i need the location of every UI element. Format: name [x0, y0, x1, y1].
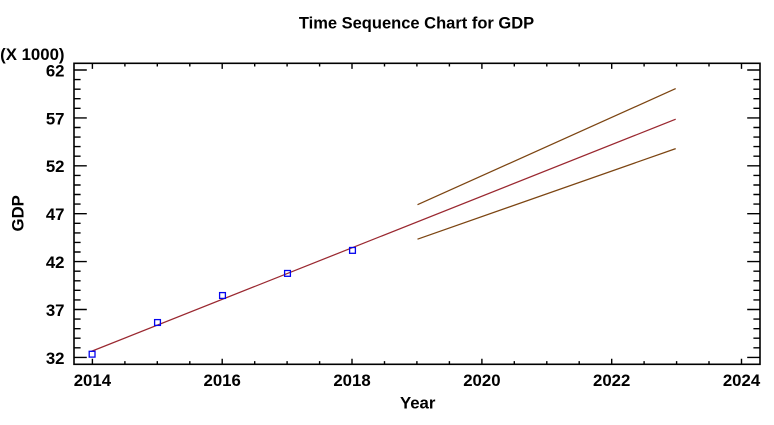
svg-text:52: 52 — [46, 157, 65, 176]
svg-text:57: 57 — [46, 109, 65, 128]
svg-text:2014: 2014 — [74, 371, 112, 390]
svg-text:2020: 2020 — [463, 371, 500, 390]
svg-text:47: 47 — [46, 205, 65, 224]
svg-text:Time Sequence Chart for GDP: Time Sequence Chart for GDP — [299, 15, 534, 33]
svg-text:GDP: GDP — [9, 195, 28, 231]
svg-text:2024: 2024 — [723, 371, 761, 390]
svg-text:2022: 2022 — [593, 371, 630, 390]
svg-text:Year: Year — [400, 393, 436, 412]
svg-text:62: 62 — [46, 62, 65, 81]
svg-text:37: 37 — [46, 301, 65, 320]
svg-text:2018: 2018 — [333, 371, 370, 390]
svg-text:(X 1000): (X 1000) — [0, 45, 64, 64]
svg-text:32: 32 — [46, 349, 65, 368]
svg-text:42: 42 — [46, 253, 65, 272]
svg-text:2016: 2016 — [204, 371, 241, 390]
